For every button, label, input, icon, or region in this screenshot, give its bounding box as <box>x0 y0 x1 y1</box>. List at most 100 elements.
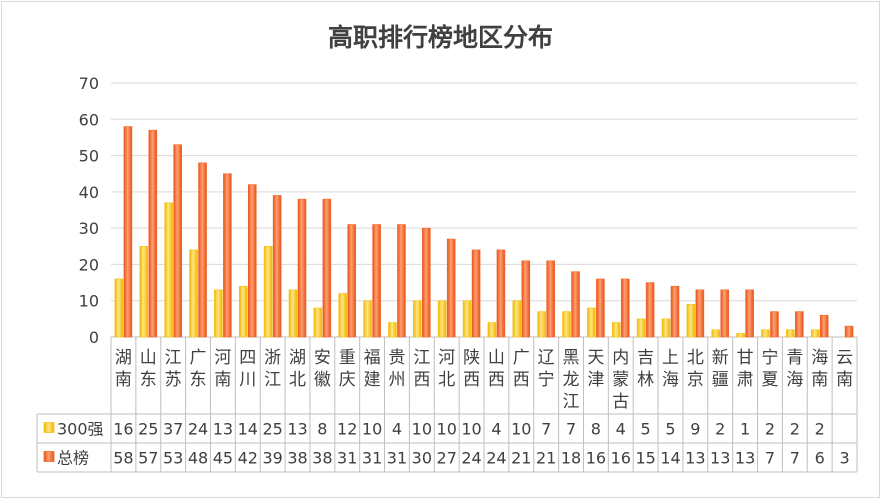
data-label: 8 <box>317 420 327 439</box>
x-tick-label: 浙江 <box>264 348 281 390</box>
data-label: 16 <box>586 449 606 468</box>
bar <box>437 300 447 338</box>
x-tick-label: 新疆 <box>712 348 729 390</box>
data-label: 6 <box>815 449 825 468</box>
bar <box>620 278 630 338</box>
data-label: 24 <box>486 449 506 468</box>
data-label: 53 <box>163 449 183 468</box>
data-label: 25 <box>138 420 158 439</box>
y-tick-label: 30 <box>79 219 99 238</box>
data-label: 13 <box>735 449 755 468</box>
bar <box>661 318 671 338</box>
y-tick-label: 10 <box>79 292 99 311</box>
bar <box>238 285 248 338</box>
bar <box>670 285 680 338</box>
data-label: 45 <box>213 449 233 468</box>
data-label: 25 <box>262 420 282 439</box>
bar <box>571 271 580 338</box>
data-label: 39 <box>262 449 282 468</box>
bar <box>686 304 696 338</box>
x-tick-label: 天津 <box>587 348 604 390</box>
data-label: 2 <box>815 420 825 439</box>
data-label: 37 <box>163 420 183 439</box>
bar <box>272 195 282 338</box>
x-tick-label: 四川 <box>239 348 256 390</box>
bar <box>338 293 348 338</box>
x-tick-label: 北京 <box>687 348 704 390</box>
bar <box>263 245 273 338</box>
bar <box>288 289 298 338</box>
x-tick-label: 辽宁 <box>538 348 555 390</box>
bar <box>297 198 307 338</box>
data-label: 24 <box>188 420 208 439</box>
bar <box>114 278 124 338</box>
bar <box>123 126 133 338</box>
x-tick-label: 山东 <box>140 348 157 390</box>
bar <box>413 300 422 338</box>
data-label: 24 <box>461 449 481 468</box>
bar <box>596 278 605 338</box>
data-label: 15 <box>635 449 655 468</box>
bar <box>173 144 182 338</box>
bar <box>745 289 754 338</box>
data-label: 27 <box>437 449 457 468</box>
bar <box>761 329 770 338</box>
data-label: 7 <box>541 420 551 439</box>
x-tick-label: 上海 <box>662 348 679 390</box>
data-label: 13 <box>213 420 233 439</box>
data-label: 14 <box>660 449 680 468</box>
data-label: 48 <box>188 449 208 468</box>
bar <box>562 311 571 338</box>
data-label: 10 <box>362 420 382 439</box>
bar <box>397 224 406 338</box>
data-label: 3 <box>839 449 849 468</box>
x-tick-label: 江苏 <box>165 348 182 390</box>
bar <box>786 329 795 338</box>
x-tick-label: 海南 <box>811 348 828 390</box>
data-label: 4 <box>392 420 402 439</box>
bar <box>844 325 854 338</box>
bar <box>139 245 149 338</box>
x-tick-label: 青海 <box>786 348 803 390</box>
bar <box>462 300 472 338</box>
data-label: 31 <box>362 449 382 468</box>
data-label: 2 <box>790 420 800 439</box>
data-label: 42 <box>238 449 258 468</box>
legend-label: 300强 <box>57 420 104 439</box>
data-label: 13 <box>710 449 730 468</box>
y-tick-label: 70 <box>79 74 99 93</box>
x-tick-label: 黑龙江 <box>563 348 580 412</box>
data-label: 57 <box>138 449 158 468</box>
bar <box>313 307 323 338</box>
data-label: 13 <box>685 449 705 468</box>
data-label: 58 <box>113 449 133 468</box>
x-tick-label: 甘肃 <box>737 348 754 390</box>
data-label: 2 <box>715 420 725 439</box>
bar <box>736 333 745 338</box>
bar <box>223 173 232 338</box>
data-label: 31 <box>337 449 357 468</box>
bar <box>810 329 820 338</box>
data-label: 7 <box>765 449 775 468</box>
data-label: 4 <box>491 420 501 439</box>
bar <box>247 184 257 338</box>
bar <box>189 249 198 338</box>
data-label: 10 <box>412 420 432 439</box>
bar <box>198 162 207 338</box>
data-label: 4 <box>616 420 626 439</box>
bar <box>587 307 596 338</box>
bar <box>521 260 531 338</box>
bar <box>711 329 721 338</box>
bar <box>422 227 431 338</box>
data-label: 10 <box>511 420 531 439</box>
data-label: 5 <box>665 420 675 439</box>
data-label: 5 <box>641 420 651 439</box>
x-tick-label: 陕西 <box>463 348 480 390</box>
x-tick-label: 广东 <box>190 348 207 390</box>
legend-key <box>43 422 55 433</box>
bar <box>446 238 456 338</box>
bar <box>636 318 646 338</box>
data-label: 8 <box>591 420 601 439</box>
data-label: 7 <box>790 449 800 468</box>
